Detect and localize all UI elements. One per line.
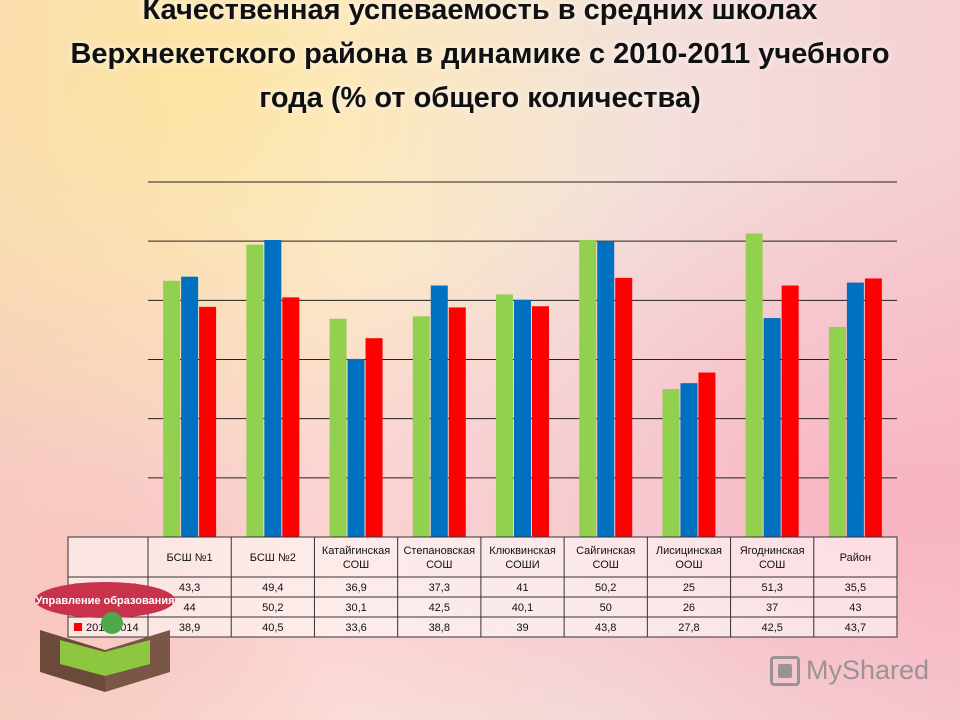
data-label: 37 bbox=[766, 602, 778, 614]
category-label: Катайгинская bbox=[322, 545, 390, 557]
bar bbox=[615, 277, 633, 537]
category-label: Лисицинская bbox=[656, 545, 722, 557]
bar bbox=[514, 299, 531, 537]
data-label: 43,3 bbox=[179, 582, 200, 594]
presentation-icon bbox=[770, 655, 800, 686]
bar bbox=[199, 306, 217, 537]
data-label: 39 bbox=[516, 622, 528, 634]
bar bbox=[698, 372, 716, 537]
bar bbox=[846, 282, 864, 537]
data-label: 51,3 bbox=[761, 582, 782, 594]
category-label: БСШ №2 bbox=[250, 552, 296, 564]
bar bbox=[680, 383, 698, 537]
data-label: 35,5 bbox=[845, 582, 866, 594]
bar bbox=[282, 297, 300, 537]
bar bbox=[347, 358, 365, 537]
bar bbox=[828, 326, 846, 537]
category-label: СОШ bbox=[759, 559, 785, 571]
bar bbox=[864, 278, 882, 537]
data-label: 33,6 bbox=[345, 622, 366, 634]
data-label: 38,8 bbox=[429, 622, 450, 634]
data-label: 50,2 bbox=[262, 602, 283, 614]
legend-swatch bbox=[74, 623, 82, 631]
category-label: СОШ bbox=[593, 559, 619, 571]
bar bbox=[662, 389, 680, 537]
page-title: Качественная успеваемость в средних школ… bbox=[70, 0, 890, 114]
data-label: 27,8 bbox=[678, 622, 699, 634]
bar bbox=[763, 318, 781, 537]
category-label: Степановская bbox=[403, 545, 475, 557]
bar bbox=[448, 307, 466, 537]
bar bbox=[597, 241, 615, 537]
logo-arc bbox=[35, 582, 175, 618]
bar bbox=[329, 318, 347, 537]
bar bbox=[365, 338, 383, 537]
data-label: 43 bbox=[849, 602, 861, 614]
watermark: MyShared bbox=[770, 655, 929, 686]
data-label: 38,9 bbox=[179, 622, 200, 634]
bar bbox=[163, 280, 181, 537]
data-label: 41 bbox=[516, 582, 528, 594]
bars bbox=[163, 233, 882, 537]
data-label: 50 bbox=[600, 602, 612, 614]
data-label: 44 bbox=[183, 602, 195, 614]
logo-page-left bbox=[60, 640, 105, 676]
logo-head bbox=[101, 612, 123, 634]
category-label: СОШ bbox=[343, 559, 369, 571]
data-label: 37,3 bbox=[429, 582, 450, 594]
data-label: 42,5 bbox=[429, 602, 450, 614]
data-label: 40,1 bbox=[512, 602, 533, 614]
category-label: Ягоднинская bbox=[740, 545, 805, 557]
data-label: 30,1 bbox=[345, 602, 366, 614]
data-label: 49,4 bbox=[262, 582, 283, 594]
category-label: СОШ bbox=[426, 559, 452, 571]
data-label: 36,9 bbox=[345, 582, 366, 594]
data-label: 42,5 bbox=[761, 622, 782, 634]
data-label: 43,7 bbox=[845, 622, 866, 634]
bar bbox=[496, 294, 513, 537]
category-label: Сайгинская bbox=[576, 545, 635, 557]
data-label: 25 bbox=[683, 582, 695, 594]
bar bbox=[781, 285, 799, 537]
data-label: 50,2 bbox=[595, 582, 616, 594]
watermark-text: MyShared bbox=[806, 655, 930, 685]
category-label: ООШ bbox=[675, 559, 702, 571]
data-table: БСШ №1 БСШ №2 Катайгинская СОШ Степановская С… bbox=[67, 536, 898, 638]
category-label: СОШИ bbox=[505, 559, 539, 571]
category-label: Район bbox=[840, 552, 871, 564]
category-label: БСШ №1 bbox=[167, 552, 213, 564]
bar bbox=[430, 285, 448, 537]
bar bbox=[246, 244, 264, 537]
logo-emblem: Управление образования bbox=[35, 582, 175, 692]
bar bbox=[532, 306, 549, 537]
bar bbox=[181, 276, 199, 537]
category-label: Клюквинская bbox=[489, 545, 556, 557]
bar bbox=[745, 233, 763, 537]
table-frame bbox=[67, 536, 898, 638]
data-label: 40,5 bbox=[262, 622, 283, 634]
logo-page-right bbox=[105, 640, 150, 676]
bar bbox=[579, 239, 597, 537]
bar bbox=[264, 239, 282, 537]
bar bbox=[412, 316, 430, 537]
logo-text: Управление образования bbox=[35, 595, 174, 607]
data-label: 43,8 bbox=[595, 622, 616, 634]
data-label: 26 bbox=[683, 602, 695, 614]
